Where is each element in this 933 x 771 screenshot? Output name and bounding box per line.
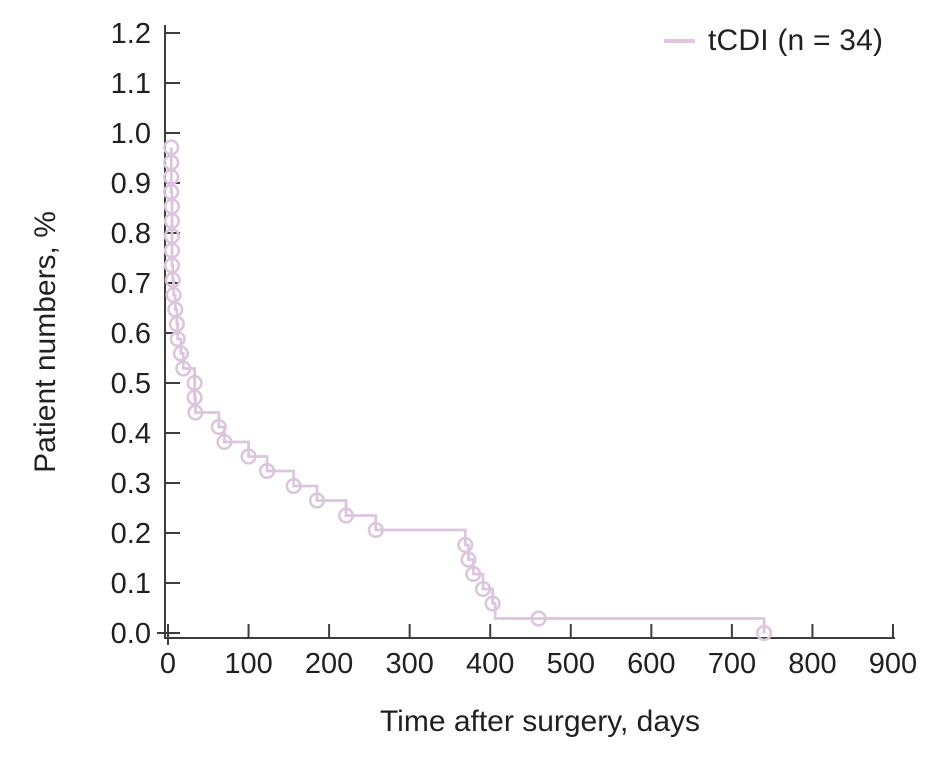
y-tick-label: 0.5 (111, 368, 151, 400)
event-marker-circle (755, 624, 773, 642)
x-tick-label: 700 (708, 648, 756, 680)
event-marker-circle (172, 345, 189, 362)
event-marker-circle (367, 521, 384, 539)
axes (164, 25, 895, 639)
x-tick-label: 0 (160, 648, 176, 680)
event-marker-circle (465, 565, 482, 583)
axis-lines (164, 25, 895, 639)
y-tick-label: 0.3 (111, 468, 151, 500)
x-axis-ticks: 0 100 200 300 400 500 600 700 800 900 (160, 624, 917, 680)
survival-curve (163, 139, 773, 642)
legend: tCDI (n = 34) (664, 24, 883, 58)
x-tick-label: 600 (627, 648, 675, 680)
y-tick-label: 0.7 (111, 268, 151, 300)
y-tick-label: 0.6 (111, 318, 151, 350)
y-tick-label: 0.0 (111, 618, 151, 650)
event-marker-circle (337, 507, 355, 524)
event-marker-circle (163, 242, 181, 259)
event-marker-circle (530, 610, 547, 627)
y-tick-label: 0.2 (111, 518, 151, 550)
y-axis-title: Patient numbers, % (29, 211, 62, 473)
event-marker-circle (240, 448, 257, 465)
event-marker-circle (163, 139, 180, 156)
event-marker-circle (460, 551, 477, 568)
legend-line-swatch (664, 39, 695, 43)
event-marker-circle (216, 433, 233, 451)
x-tick-label: 900 (869, 648, 917, 680)
legend-label: tCDI (n = 34) (708, 24, 884, 57)
y-axis-ticks: 0.0 0.1 0.2 0.3 0.4 0.5 0.6 0.7 0.8 0.9 1.0 1.1 1.2 (111, 18, 180, 650)
x-axis-title: Time after surgery, days (379, 705, 701, 738)
x-tick-label: 400 (466, 648, 514, 680)
event-marker-circle (169, 330, 186, 348)
y-tick-label: 0.4 (111, 418, 151, 450)
event-marker-circle (168, 315, 185, 333)
event-marker-circle (164, 271, 181, 289)
survival-step-line (169, 147, 766, 633)
y-tick-label: 0.8 (111, 218, 151, 250)
event-marker-circle (175, 360, 192, 377)
event-marker-circle (187, 404, 204, 421)
event-marker-circle (285, 477, 302, 495)
x-tick-label: 800 (788, 648, 836, 680)
event-marker-circle (308, 492, 326, 509)
y-tick-label: 0.1 (111, 568, 151, 600)
x-tick-label: 100 (224, 648, 272, 680)
x-tick-label: 300 (385, 648, 433, 680)
event-marker-circle (163, 168, 180, 186)
event-marker-circle (474, 580, 492, 598)
event-marker-circle (163, 212, 181, 230)
event-marker-circle (457, 536, 474, 554)
event-marker-circle (210, 418, 227, 436)
y-tick-label: 1.1 (111, 68, 151, 100)
event-marker-circle (186, 389, 203, 406)
event-marker-circle (259, 462, 276, 480)
event-marker-circle (484, 595, 501, 612)
y-tick-label: 1.0 (111, 118, 151, 150)
x-tick-label: 500 (547, 648, 595, 680)
x-tick-label: 200 (305, 648, 353, 680)
y-tick-label: 0.9 (111, 168, 151, 200)
y-tick-label: 1.2 (111, 18, 151, 50)
